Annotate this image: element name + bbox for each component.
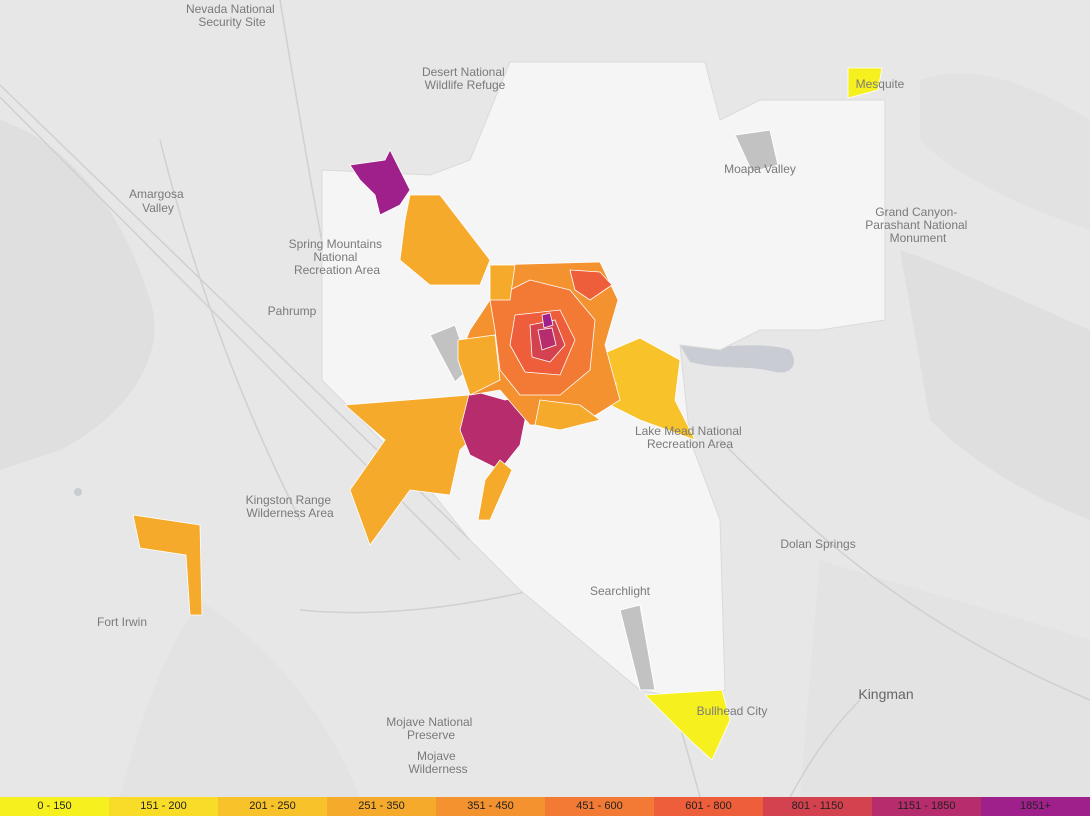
place-label-line: Moapa Valley	[724, 162, 796, 176]
place-label: Searchlight	[590, 584, 651, 598]
place-label-line: Mojave	[417, 749, 456, 763]
place-label: Spring Mountains National Recreation Are…	[289, 237, 386, 277]
tract-601-800-ne	[569, 269, 613, 301]
tract-1851plus-nw	[349, 149, 411, 216]
place-label-line: Pahrump	[268, 304, 317, 318]
tract-0-150-laughlin	[644, 689, 731, 761]
place-label: Kingston Range Wilderness Area	[246, 493, 335, 520]
place-label-line: Recreation Area	[647, 437, 733, 451]
place-label-line: Mesquite	[856, 77, 905, 91]
place-label-line: Searchlight	[590, 584, 651, 598]
place-label: Nevada National Security Site	[186, 2, 278, 29]
nodata-moapa	[734, 129, 779, 173]
place-label-line: Nevada National	[186, 2, 275, 16]
legend-item: 451 - 600	[545, 797, 654, 816]
place-label-line: Amargosa	[129, 187, 184, 201]
place-label-line: Wilderness	[408, 762, 467, 776]
legend-item: 801 - 1150	[763, 797, 872, 816]
place-label: Mojave National Preserve	[386, 715, 475, 742]
tract-251-350-nw-metro	[489, 264, 516, 301]
legend-item: 1151 - 1850	[872, 797, 981, 816]
legend-item: 601 - 800	[654, 797, 763, 816]
place-label-line: Desert National	[422, 65, 505, 79]
legend-item: 251 - 350	[327, 797, 436, 816]
place-label: Bullhead City	[697, 704, 768, 718]
place-label-line: Grand Canyon-	[875, 205, 957, 219]
place-label-line: Fort Irwin	[97, 615, 147, 629]
tract-251-350-w-metro	[457, 334, 501, 396]
place-label-line: National	[313, 250, 357, 264]
place-labels: Nevada National Security Site Desert Nat…	[97, 2, 970, 776]
place-label: Pahrump	[268, 304, 317, 318]
place-label-line: Kingston Range	[246, 493, 332, 507]
legend-item: 201 - 250	[218, 797, 327, 816]
legend-item: 151 - 200	[109, 797, 218, 816]
legend-item: 351 - 450	[436, 797, 545, 816]
place-label-line: Monument	[890, 231, 947, 245]
place-label-line: Parashant National	[865, 218, 967, 232]
place-label-line: Lake Mead National	[635, 424, 742, 438]
legend-item: 1851+	[981, 797, 1090, 816]
place-label: Desert National Wildlife Refuge	[422, 65, 508, 92]
place-label: Kingman	[858, 686, 913, 702]
place-label-line: Security Site	[198, 15, 266, 29]
place-label: Mesquite	[856, 77, 905, 91]
place-label-line: Spring Mountains	[289, 237, 382, 251]
legend-item: 0 - 150	[0, 797, 109, 816]
place-label-line: Wildlife Refuge	[425, 78, 506, 92]
choropleth-layer[interactable]	[132, 67, 883, 761]
tract-251-350-north	[399, 194, 491, 286]
place-label-line: Mojave National	[386, 715, 472, 729]
legend-bar: 0 - 150 151 - 200 201 - 250 251 - 350 35…	[0, 797, 1090, 816]
place-label: Grand Canyon- Parashant National Monumen…	[865, 205, 970, 245]
place-label-line: Wilderness Area	[246, 506, 334, 520]
nodata-south	[619, 604, 656, 691]
place-label-line: Valley	[142, 201, 174, 215]
place-label-line: Preserve	[407, 728, 455, 742]
place-label-line: Recreation Area	[294, 263, 380, 277]
place-label: Mojave Wilderness	[408, 749, 467, 776]
tract-1151-1850-core	[537, 327, 557, 351]
tract-251-350-fort-irwin	[132, 514, 203, 616]
tract-0-150-mesquite	[847, 67, 883, 99]
tract-1851plus-core	[541, 312, 554, 329]
place-label-line: Dolan Springs	[780, 537, 855, 551]
place-label: Moapa Valley	[724, 162, 796, 176]
terrain-shading	[0, 73, 1090, 797]
place-label: Dolan Springs	[780, 537, 855, 551]
place-label: Lake Mead National Recreation Area	[635, 424, 745, 451]
tract-251-350-corridor	[477, 459, 513, 521]
tract-251-350-s-metro	[534, 399, 601, 431]
place-label-line: Kingman	[858, 686, 913, 702]
map-canvas[interactable]: Nevada National Security Site Desert Nat…	[0, 0, 1090, 797]
place-label: Amargosa Valley	[129, 187, 187, 215]
place-label-line: Bullhead City	[697, 704, 768, 718]
nodata-regions	[429, 129, 779, 691]
place-label: Fort Irwin	[97, 615, 147, 629]
